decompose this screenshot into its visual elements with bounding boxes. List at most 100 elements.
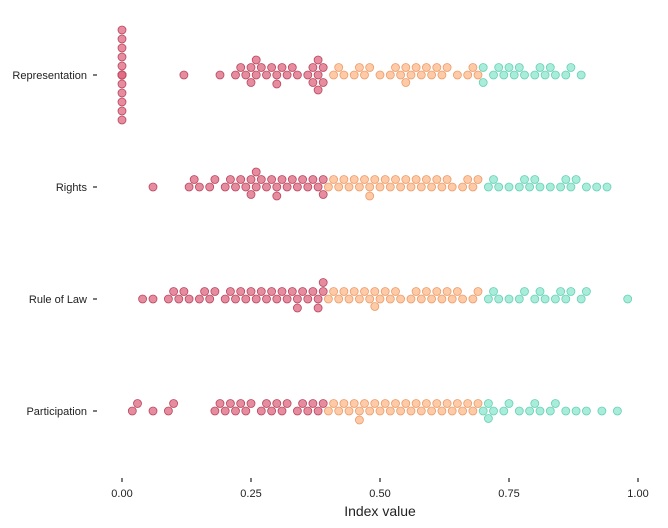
data-point	[194, 182, 204, 192]
data-point	[360, 287, 369, 296]
data-point	[380, 175, 390, 184]
data-point	[365, 182, 375, 192]
data-point	[525, 406, 534, 416]
data-point	[174, 294, 184, 304]
data-point	[370, 287, 380, 296]
data-point	[509, 70, 519, 80]
data-point	[256, 287, 266, 296]
data-point	[117, 106, 127, 116]
data-point	[349, 70, 359, 80]
data-point	[339, 175, 349, 184]
data-point	[117, 52, 127, 62]
data-point	[478, 406, 488, 416]
data-point	[375, 406, 385, 416]
data-point	[551, 399, 560, 408]
data-point	[427, 406, 437, 416]
data-point	[576, 70, 586, 80]
data-point	[339, 399, 349, 408]
data-point	[231, 182, 240, 192]
data-point	[334, 182, 344, 192]
data-point	[370, 302, 380, 311]
data-point	[540, 70, 550, 80]
data-point	[318, 278, 328, 287]
data-point	[231, 70, 240, 80]
data-point	[442, 63, 452, 72]
data-point	[427, 182, 437, 192]
data-point	[385, 70, 395, 80]
data-point	[241, 294, 251, 304]
data-point	[504, 63, 514, 72]
data-point	[463, 399, 473, 408]
data-point	[437, 70, 447, 80]
data-point	[437, 294, 447, 304]
data-point	[308, 78, 318, 87]
data-point	[535, 182, 545, 192]
data-point	[282, 399, 292, 408]
data-point	[117, 88, 127, 98]
data-point	[205, 182, 215, 192]
data-point	[318, 175, 328, 184]
data-point	[246, 399, 256, 408]
data-point	[334, 63, 344, 72]
data-point	[566, 287, 576, 296]
y-tick-label: Participation	[26, 406, 87, 418]
data-point	[205, 294, 215, 304]
data-point	[354, 415, 364, 425]
data-point	[514, 294, 524, 304]
data-point	[514, 63, 524, 72]
data-point	[225, 175, 235, 184]
data-point	[489, 175, 498, 184]
data-point	[545, 406, 555, 416]
data-point	[421, 287, 431, 296]
data-point	[483, 399, 493, 408]
data-point	[391, 63, 400, 72]
data-point	[489, 287, 498, 296]
data-point	[411, 399, 421, 408]
data-point	[241, 406, 251, 416]
data-point	[473, 287, 483, 296]
data-point	[458, 182, 468, 192]
data-point	[215, 399, 225, 408]
data-point	[556, 287, 565, 296]
data-point	[520, 70, 529, 80]
data-point	[272, 191, 282, 201]
data-point	[292, 294, 302, 304]
data-point	[236, 63, 246, 72]
data-point	[287, 63, 297, 72]
data-point	[463, 175, 473, 184]
data-point	[282, 182, 292, 192]
data-point	[292, 406, 302, 416]
data-point	[148, 182, 158, 192]
data-point	[582, 406, 591, 416]
data-point	[256, 406, 266, 416]
data-point	[582, 287, 591, 296]
data-point	[421, 399, 431, 408]
data-point	[442, 399, 452, 408]
data-point	[225, 287, 235, 296]
data-point	[334, 406, 344, 416]
data-point	[468, 406, 478, 416]
data-point	[329, 70, 339, 80]
data-point	[225, 399, 235, 408]
data-point	[117, 43, 127, 53]
data-point	[298, 175, 308, 184]
data-point	[262, 294, 271, 304]
data-point	[287, 175, 297, 184]
data-point	[246, 190, 256, 199]
data-point	[220, 294, 230, 304]
data-point	[432, 287, 442, 296]
data-point	[582, 182, 591, 192]
data-point	[272, 294, 282, 304]
data-point	[401, 63, 411, 72]
data-point	[313, 85, 323, 95]
data-point	[179, 287, 189, 296]
data-point	[313, 406, 323, 416]
data-point	[246, 78, 256, 87]
data-point	[220, 182, 230, 192]
data-point	[323, 406, 333, 416]
data-point	[401, 399, 411, 408]
x-tick-label: 0.00	[111, 488, 132, 500]
data-point	[329, 287, 339, 296]
y-tick-label: Representation	[12, 70, 87, 82]
data-point	[494, 63, 504, 72]
